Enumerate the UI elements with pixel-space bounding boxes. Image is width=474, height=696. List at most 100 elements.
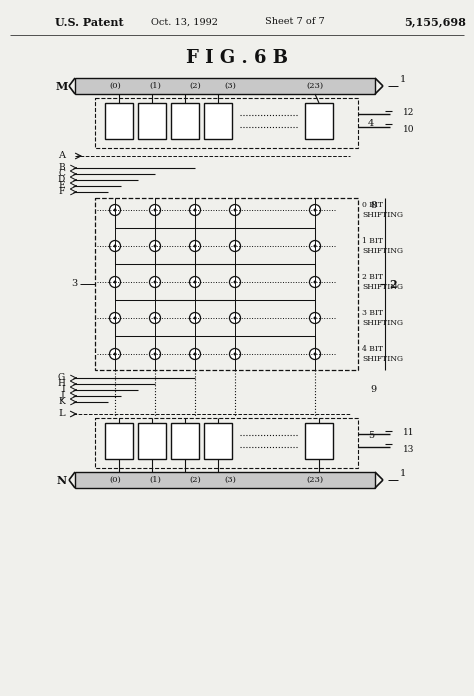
Circle shape <box>234 280 237 283</box>
Circle shape <box>109 349 120 360</box>
Text: 11: 11 <box>403 428 414 437</box>
Bar <box>95 418 358 468</box>
Circle shape <box>113 352 117 356</box>
Text: (1): (1) <box>149 82 161 90</box>
Circle shape <box>154 317 156 319</box>
Bar <box>305 423 333 459</box>
Circle shape <box>109 313 120 324</box>
Text: (3): (3) <box>224 82 236 90</box>
Text: (0): (0) <box>109 476 121 484</box>
Circle shape <box>193 280 197 283</box>
Text: 12: 12 <box>403 109 414 118</box>
Circle shape <box>310 313 320 324</box>
Text: 2: 2 <box>389 278 397 290</box>
Bar <box>171 423 199 459</box>
Text: M: M <box>56 81 68 91</box>
Circle shape <box>193 244 197 248</box>
Circle shape <box>149 349 161 360</box>
Text: 8: 8 <box>370 202 376 210</box>
Circle shape <box>190 241 201 251</box>
Bar <box>95 98 358 148</box>
Bar <box>105 103 133 139</box>
Text: 2 BIT
SHIFTING: 2 BIT SHIFTING <box>362 274 403 291</box>
Circle shape <box>193 352 197 356</box>
Circle shape <box>190 205 201 216</box>
Text: (2): (2) <box>189 82 201 90</box>
Circle shape <box>193 317 197 319</box>
Circle shape <box>313 244 317 248</box>
Text: K: K <box>58 397 65 406</box>
Circle shape <box>109 276 120 287</box>
Text: G: G <box>58 374 65 383</box>
Circle shape <box>113 317 117 319</box>
Circle shape <box>190 349 201 360</box>
Circle shape <box>149 205 161 216</box>
Circle shape <box>109 241 120 251</box>
Text: A: A <box>58 152 65 161</box>
Text: Sheet 7 of 7: Sheet 7 of 7 <box>265 17 325 26</box>
Circle shape <box>149 241 161 251</box>
Text: (23): (23) <box>306 82 324 90</box>
Text: 0 BIT
SHIFTING: 0 BIT SHIFTING <box>362 201 403 219</box>
Circle shape <box>234 352 237 356</box>
Circle shape <box>190 276 201 287</box>
Bar <box>95 198 358 370</box>
Text: U.S. Patent: U.S. Patent <box>55 17 124 28</box>
Circle shape <box>113 209 117 212</box>
Circle shape <box>109 205 120 216</box>
Text: (0): (0) <box>109 82 121 90</box>
Text: (3): (3) <box>224 476 236 484</box>
Text: D: D <box>58 175 65 184</box>
Circle shape <box>113 244 117 248</box>
Text: 1: 1 <box>400 75 406 84</box>
Text: 3 BIT
SHIFTING: 3 BIT SHIFTING <box>362 310 403 326</box>
Text: 5: 5 <box>368 431 374 439</box>
Circle shape <box>234 244 237 248</box>
Bar <box>171 103 199 139</box>
Text: 4 BIT
SHIFTING: 4 BIT SHIFTING <box>362 345 403 363</box>
Text: (23): (23) <box>306 476 324 484</box>
Circle shape <box>149 276 161 287</box>
Text: 10: 10 <box>403 125 414 134</box>
Text: (2): (2) <box>189 476 201 484</box>
Text: F: F <box>59 187 65 196</box>
Circle shape <box>234 209 237 212</box>
Bar <box>75 472 375 488</box>
Circle shape <box>154 244 156 248</box>
Text: E: E <box>58 182 65 191</box>
Circle shape <box>310 349 320 360</box>
Circle shape <box>310 276 320 287</box>
Bar <box>204 423 232 459</box>
Text: 13: 13 <box>403 445 414 454</box>
Bar <box>138 103 166 139</box>
Circle shape <box>310 241 320 251</box>
Circle shape <box>313 209 317 212</box>
Circle shape <box>154 352 156 356</box>
Text: 1: 1 <box>400 470 406 479</box>
Text: J: J <box>61 391 65 400</box>
Circle shape <box>190 313 201 324</box>
Circle shape <box>229 205 240 216</box>
Circle shape <box>229 349 240 360</box>
Text: C: C <box>58 170 65 178</box>
Circle shape <box>229 313 240 324</box>
Bar <box>305 103 333 139</box>
Text: L: L <box>58 409 65 418</box>
Text: 4: 4 <box>368 118 374 127</box>
Text: (1): (1) <box>149 476 161 484</box>
Text: 9: 9 <box>370 386 376 395</box>
Text: H: H <box>57 379 65 388</box>
Circle shape <box>313 280 317 283</box>
Text: 1 BIT
SHIFTING: 1 BIT SHIFTING <box>362 237 403 255</box>
Circle shape <box>113 280 117 283</box>
Circle shape <box>149 313 161 324</box>
Text: I: I <box>61 386 65 395</box>
Bar <box>75 78 375 94</box>
Circle shape <box>193 209 197 212</box>
Bar <box>138 423 166 459</box>
Text: B: B <box>58 164 65 173</box>
Circle shape <box>234 317 237 319</box>
Text: Oct. 13, 1992: Oct. 13, 1992 <box>152 17 219 26</box>
Circle shape <box>313 352 317 356</box>
Text: 5,155,698: 5,155,698 <box>404 17 466 28</box>
